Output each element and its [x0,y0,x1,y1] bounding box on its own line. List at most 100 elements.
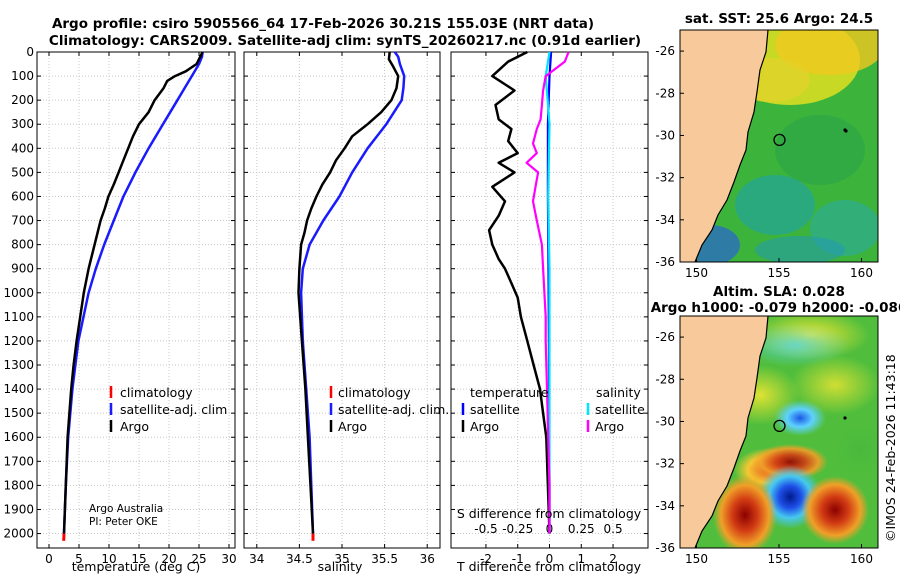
x-tick-label: 34.5 [286,552,313,566]
map-y-tick-label: -34 [655,213,675,227]
y-tick-label: 1100 [3,310,34,324]
plot-background [37,52,235,548]
map-y-tick-label: -36 [655,255,675,269]
difference-legend: temperature satellite Argo salinity sate… [461,385,645,434]
x-tick-label: 0 [45,552,53,566]
difference-x-label: T difference from climatology [456,559,642,574]
plot-frame [36,51,236,549]
x-tick-label: 35 [334,552,349,566]
map-y-tick-label: -34 [655,499,675,513]
legend-label-climatology: climatology [120,385,193,400]
y-tick-label: 1800 [3,478,34,492]
legend-label-s-argo: Argo [595,419,624,434]
x-tick-label: 36 [420,552,435,566]
map-y-tick-label: -26 [655,44,675,58]
temperature-panel: 0100200300400500600700800900100011001200… [3,45,236,566]
legend-label-argo: Argo [338,419,367,434]
y-tick-label: 900 [11,262,34,276]
y-tick-label: 1000 [3,286,34,300]
s-tick-label: -0.5 [474,522,497,536]
map-x-tick-label: 160 [850,552,873,566]
map-x-tick-label: 150 [685,266,708,280]
y-tick-label: 500 [11,165,34,179]
sla-coastline [694,316,769,548]
x-tick-label: 20 [161,552,176,566]
sla-map [680,316,878,548]
sst-map-title: sat. SST: 25.6 Argo: 24.5 [685,11,873,27]
figure-title-line1: Argo profile: csiro 5905566_64 17-Feb-20… [52,16,594,32]
y-tick-label: 600 [11,189,34,203]
x-tick-label: 30 [221,552,236,566]
x-tick-label: 15 [131,552,146,566]
x-tick-label: -2 [480,552,492,566]
sla-map-title: Altim. SLA: 0.028 [713,284,845,300]
map-y-tick-label: -26 [655,330,675,344]
sst-land [680,30,768,262]
map-x-tick-label: 150 [685,552,708,566]
y-tick-label: 400 [11,141,34,155]
s-tick-label: 0.25 [568,522,595,536]
sst-map [680,30,878,262]
temperature-x-label: temperature (deg C) [72,559,201,574]
x-tick-label: 35.5 [371,552,398,566]
legend-label-t-satellite: satellite [470,402,520,417]
y-tick-label: 1400 [3,382,34,396]
sst-map-axes: -26 -28 -30 -32 -34 -36 150 155 160 [655,44,873,280]
y-tick-label: 200 [11,93,34,107]
difference-top-x-label: S difference from climatology [457,506,642,521]
map-y-tick-label: -28 [655,86,675,100]
map-y-tick-label: -32 [655,171,675,185]
salinity-x-label: salinity [318,559,363,574]
x-tick-label: 25 [191,552,206,566]
series-t-argo [487,50,551,534]
difference-panel: -2 -1 0 1 2-0.5 -0.25 0 0.25 0.5 [450,50,649,566]
legend-label-s-satellite: satellite [595,402,645,417]
map-x-tick-label: 155 [768,266,791,280]
map-x-tick-label: 155 [768,552,791,566]
y-tick-label: 0 [26,45,34,59]
x-tick-label: 0 [546,552,554,566]
x-tick-label: 34 [249,552,264,566]
series-s-argo [525,51,570,534]
map-y-tick-label: -30 [655,414,675,428]
y-tick-label: 2000 [3,527,34,541]
sla-land [680,316,768,548]
legend-label-satellite: satellite-adj. clim. [338,402,449,417]
x-tick-label: 10 [101,552,116,566]
map-y-tick-label: -30 [655,128,675,142]
legend-label-t-argo: Argo [470,419,499,434]
map-y-tick-label: -32 [655,457,675,471]
y-tick-label: 700 [11,214,34,228]
map-y-tick-label: -28 [655,372,675,386]
legend-label-argo: Argo [120,419,149,434]
imos-timestamp: ©IMOS 24-Feb-2026 11:43:18 [883,354,898,542]
credit-line2: PI: Peter OKE [89,516,158,528]
series-argo [297,51,400,534]
sla-map-subtitle: Argo h1000: -0.079 h2000: -0.086 [651,300,900,316]
credit-line1: Argo Australia [89,503,163,515]
y-tick-label: 1900 [3,502,34,516]
x-tick-label: 5 [75,552,83,566]
y-tick-label: 1200 [3,334,34,348]
x-tick-label: 1 [577,552,585,566]
legend-label-satellite: satellite-adj. clim [120,402,227,417]
salinity-legend: climatology satellite-adj. clim. Argo [329,385,449,434]
s-tick-label: -0.25 [502,522,533,536]
y-tick-label: 1700 [3,454,34,468]
legend-title-temperature: temperature [470,385,549,400]
y-tick-label: 1300 [3,358,34,372]
x-tick-label: -1 [512,552,524,566]
y-tick-label: 100 [11,69,34,83]
x-tick-label: 2 [609,552,617,566]
temperature-legend: climatology satellite-adj. clim Argo [109,385,227,434]
salinity-panel: 34 34.5 35 35.5 36 [243,51,441,566]
plot-background [244,52,440,548]
y-tick-label: 1600 [3,430,34,444]
float-position-marker [773,419,786,433]
y-tick-label: 800 [11,238,34,252]
legend-label-climatology: climatology [338,385,411,400]
s-tick-label: 0.5 [604,522,623,536]
series-argo [62,51,204,534]
